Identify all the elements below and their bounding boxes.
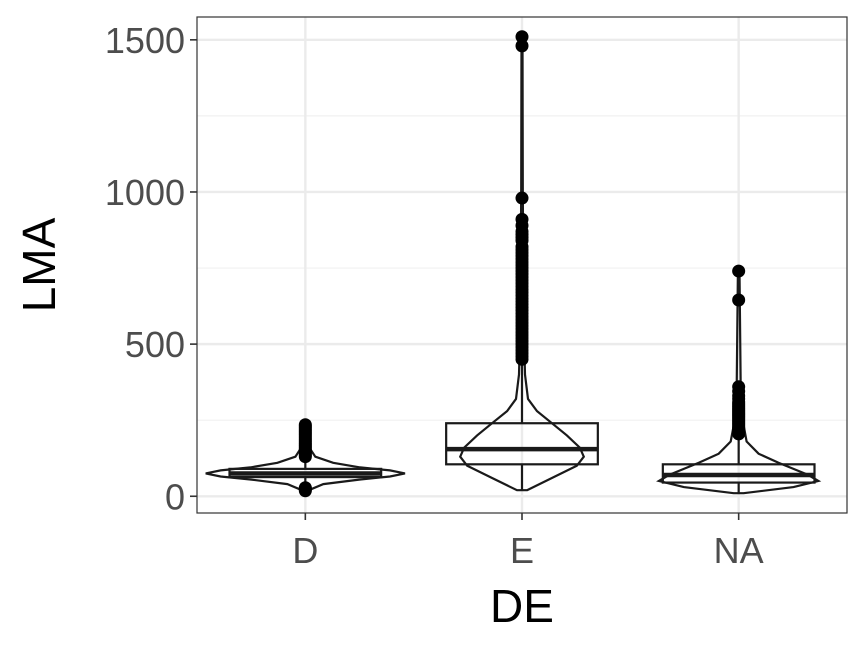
y-axis: 0 500 1000 1500 (105, 20, 197, 517)
boxplot-E (445, 30, 599, 491)
x-axis-title: DE (490, 580, 554, 632)
y-tick-label: 1000 (105, 172, 185, 213)
outlier-point (732, 264, 746, 278)
y-tick-label: 500 (125, 324, 185, 365)
outlier-point (515, 212, 529, 226)
boxplot-D (228, 418, 383, 498)
plot-area (196, 16, 848, 514)
outlier-point (515, 39, 529, 53)
box-layer (228, 30, 816, 498)
x-tick-label: E (510, 530, 534, 571)
outlier-point (298, 418, 312, 432)
outlier-point (732, 380, 746, 394)
y-axis-title: LMA (13, 217, 65, 312)
boxplot-NA (661, 264, 816, 494)
y-tick-label: 0 (165, 476, 185, 517)
y-tick-label: 1500 (105, 20, 185, 61)
outlier-point (732, 293, 746, 307)
outlier-point (515, 191, 529, 205)
x-tick-label: D (292, 530, 318, 571)
outlier-point (298, 481, 312, 495)
x-axis: D E NA (292, 513, 764, 571)
outlier-point (515, 30, 529, 44)
x-tick-label: NA (714, 530, 764, 571)
box-iqr (445, 422, 599, 466)
